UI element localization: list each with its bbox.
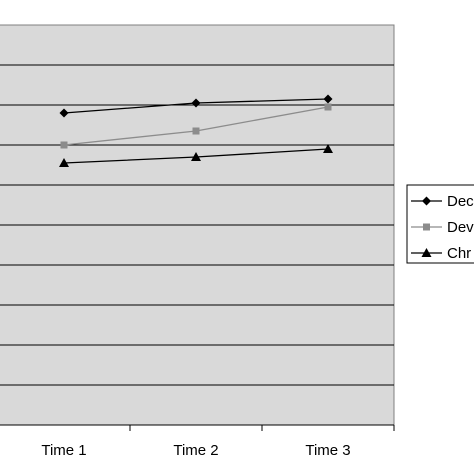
legend-label: Chr xyxy=(447,245,471,262)
data-point-marker xyxy=(59,108,69,118)
data-point-marker xyxy=(60,141,68,149)
data-point-marker xyxy=(423,223,430,231)
legend-box xyxy=(406,184,474,264)
data-point-marker xyxy=(421,248,432,257)
series-dev xyxy=(60,103,332,149)
data-point-marker xyxy=(324,103,332,111)
series-dec xyxy=(59,94,333,118)
series-group xyxy=(59,94,333,167)
legend: Dec Dev Chr xyxy=(406,184,474,264)
data-point-marker xyxy=(323,144,333,153)
legend-label: Dev xyxy=(447,219,474,236)
data-point-marker xyxy=(59,158,69,167)
data-point-marker xyxy=(422,196,431,206)
series-chr xyxy=(59,144,333,167)
data-point-marker xyxy=(191,98,201,108)
x-tick-label: Time 3 xyxy=(305,442,350,459)
legend-label: Dec xyxy=(447,193,474,210)
data-point-marker xyxy=(323,94,333,104)
data-point-marker xyxy=(192,127,200,135)
legend-entry: Chr xyxy=(411,245,471,262)
data-point-marker xyxy=(191,152,201,161)
x-tick-label: Time 2 xyxy=(173,442,218,459)
legend-entry: Dev xyxy=(411,219,474,236)
legend-entry: Dec xyxy=(411,193,474,210)
x-axis: Time 1 Time 2 Time 3 xyxy=(0,424,395,459)
x-tick-label: Time 1 xyxy=(41,442,86,459)
